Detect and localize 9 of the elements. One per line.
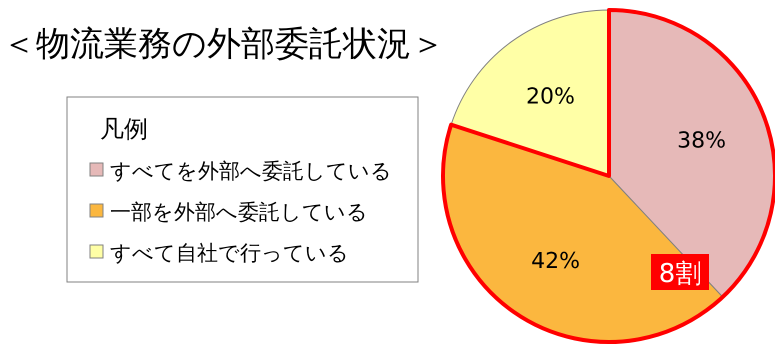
legend-label: すべてを外部へ委託している xyxy=(110,159,392,183)
legend-label: 一部を外部へ委託している xyxy=(110,200,368,224)
data-label: 38% xyxy=(677,128,726,154)
data-label: 20% xyxy=(526,84,575,110)
legend-title: 凡例 xyxy=(100,115,148,143)
legend-label: すべて自社で行っている xyxy=(110,241,349,265)
data-label: 42% xyxy=(531,249,580,274)
text: ＜物流業務の外部委託状況＞ xyxy=(2,24,445,64)
annotation: 8割 xyxy=(651,254,709,290)
